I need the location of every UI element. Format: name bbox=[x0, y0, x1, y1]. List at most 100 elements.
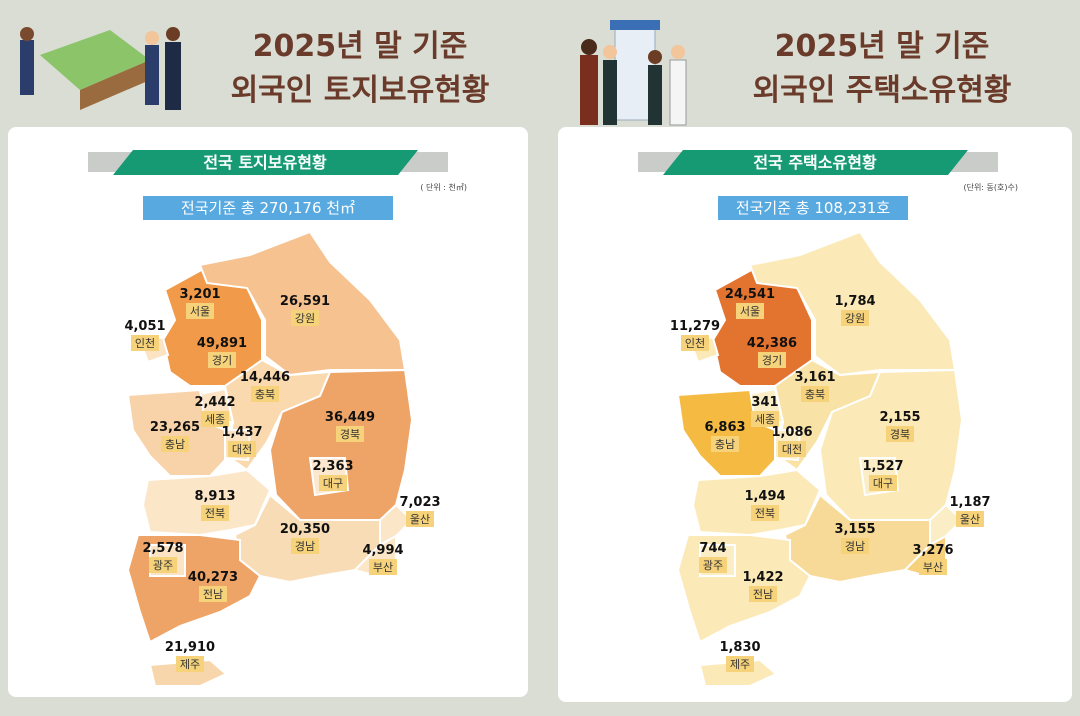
box-title: 전국 주택소유현황 bbox=[753, 153, 877, 172]
box-title-ribbon bbox=[113, 150, 418, 175]
region bbox=[691, 468, 822, 537]
map: 3,201 서울 49,891 경기 4,051 인천 26,591 강원 14,446 충북 2,… bbox=[124, 230, 441, 687]
region-name: 제주 bbox=[180, 658, 200, 671]
unit: ( 단위 : 천㎡) bbox=[420, 182, 467, 192]
region-value: 2,442 bbox=[194, 395, 235, 410]
region-value: 6,863 bbox=[704, 420, 745, 435]
region-name: 충북 bbox=[805, 388, 825, 401]
region-name-box bbox=[801, 386, 829, 402]
region-name-box bbox=[319, 475, 347, 491]
region-name: 부산 bbox=[923, 561, 943, 574]
region-name: 세종 bbox=[205, 413, 225, 426]
region-value: 24,541 bbox=[725, 287, 775, 302]
region-name-box bbox=[751, 505, 779, 521]
region-name: 대구 bbox=[873, 477, 893, 490]
box-title: 전국 토지보유현황 bbox=[203, 153, 327, 172]
panel-title: 외국인 토지보유현황 bbox=[231, 73, 490, 108]
panel-title: 외국인 주택소유현황 bbox=[753, 73, 1012, 108]
region-name-box bbox=[681, 335, 709, 351]
region-value: 2,155 bbox=[879, 410, 920, 425]
region bbox=[141, 468, 272, 537]
region-name: 전북 bbox=[755, 507, 775, 520]
region-name: 경북 bbox=[890, 428, 910, 441]
region bbox=[379, 503, 414, 547]
region-name: 충남 bbox=[715, 438, 735, 451]
panel-title: 2025년 말 기준 bbox=[253, 29, 468, 64]
region-name-box bbox=[131, 335, 159, 351]
region-name: 인천 bbox=[135, 336, 155, 350]
region-value: 1,086 bbox=[771, 425, 812, 440]
region-name-box bbox=[291, 538, 319, 554]
region-name-box bbox=[778, 441, 806, 457]
region-name-box bbox=[919, 559, 947, 575]
region-name: 강원 bbox=[295, 312, 315, 325]
region-value: 8,913 bbox=[194, 489, 235, 504]
region-name-box bbox=[758, 352, 786, 368]
region-name: 대구 bbox=[323, 477, 343, 490]
region-name-box bbox=[161, 436, 189, 452]
region-name-box bbox=[841, 310, 869, 326]
region-name: 인천 bbox=[685, 336, 705, 350]
region-value: 20,350 bbox=[280, 522, 330, 537]
map: 24,541 서울 42,386 경기 11,279 인천 1,784 강원 3,161 충북 34… bbox=[670, 230, 991, 687]
region-name: 울산 bbox=[960, 513, 980, 526]
region-name-box bbox=[869, 475, 897, 491]
region-name: 경기 bbox=[212, 354, 232, 367]
region-value: 1,527 bbox=[862, 459, 903, 474]
region-value: 3,201 bbox=[179, 287, 220, 302]
region-name: 충남 bbox=[165, 438, 185, 451]
region-value: 2,578 bbox=[142, 541, 183, 556]
region-name: 전남 bbox=[753, 588, 773, 601]
region-name-box bbox=[751, 411, 779, 427]
region-value: 7,023 bbox=[399, 495, 440, 510]
region-name: 강원 bbox=[845, 312, 865, 325]
region-value: 1,187 bbox=[949, 495, 990, 510]
region-name: 대전 bbox=[232, 443, 252, 456]
region-value: 1,422 bbox=[742, 570, 783, 585]
region-name-box bbox=[176, 656, 204, 672]
region-name: 경남 bbox=[295, 540, 315, 553]
region-name: 제주 bbox=[730, 658, 750, 671]
region-name-box bbox=[228, 441, 256, 457]
region-value: 2,363 bbox=[312, 459, 353, 474]
region-name-box bbox=[726, 656, 754, 672]
region-name-box bbox=[208, 352, 236, 368]
region-value: 26,591 bbox=[280, 294, 330, 309]
region-value: 341 bbox=[751, 395, 778, 410]
region-name: 경남 bbox=[845, 540, 865, 553]
region-value: 36,449 bbox=[325, 410, 375, 425]
region-name-box bbox=[886, 426, 914, 442]
region-value: 11,279 bbox=[670, 319, 720, 334]
region-name-box bbox=[841, 538, 869, 554]
total: 전국기준 총 108,231호 bbox=[736, 199, 891, 217]
region-name: 부산 bbox=[373, 561, 393, 574]
illustration bbox=[20, 20, 687, 126]
region-name-box bbox=[711, 436, 739, 452]
region bbox=[676, 388, 776, 477]
region-name-box bbox=[149, 557, 177, 573]
total-box bbox=[718, 196, 908, 220]
region-value: 1,784 bbox=[834, 294, 875, 309]
box-title-ribbon bbox=[663, 150, 968, 175]
region-value: 42,386 bbox=[747, 336, 797, 351]
region-name-box bbox=[336, 426, 364, 442]
region-name-box bbox=[201, 411, 229, 427]
region-value: 21,910 bbox=[165, 640, 215, 655]
region-name: 세종 bbox=[755, 413, 775, 426]
region-value: 3,161 bbox=[794, 370, 835, 385]
unit: (단위: 동(호)수) bbox=[963, 182, 1018, 192]
region-value: 4,994 bbox=[362, 543, 403, 558]
region-name-box bbox=[749, 586, 777, 602]
region-name: 경북 bbox=[340, 428, 360, 441]
region-name: 광주 bbox=[703, 559, 723, 572]
region-name-box bbox=[369, 559, 397, 575]
region-value: 49,891 bbox=[197, 336, 247, 351]
region-value: 23,265 bbox=[150, 420, 200, 435]
region-value: 3,155 bbox=[834, 522, 875, 537]
region-name-box bbox=[291, 310, 319, 326]
region-name: 서울 bbox=[740, 305, 760, 318]
region-value: 1,830 bbox=[719, 640, 760, 655]
region bbox=[929, 503, 964, 547]
